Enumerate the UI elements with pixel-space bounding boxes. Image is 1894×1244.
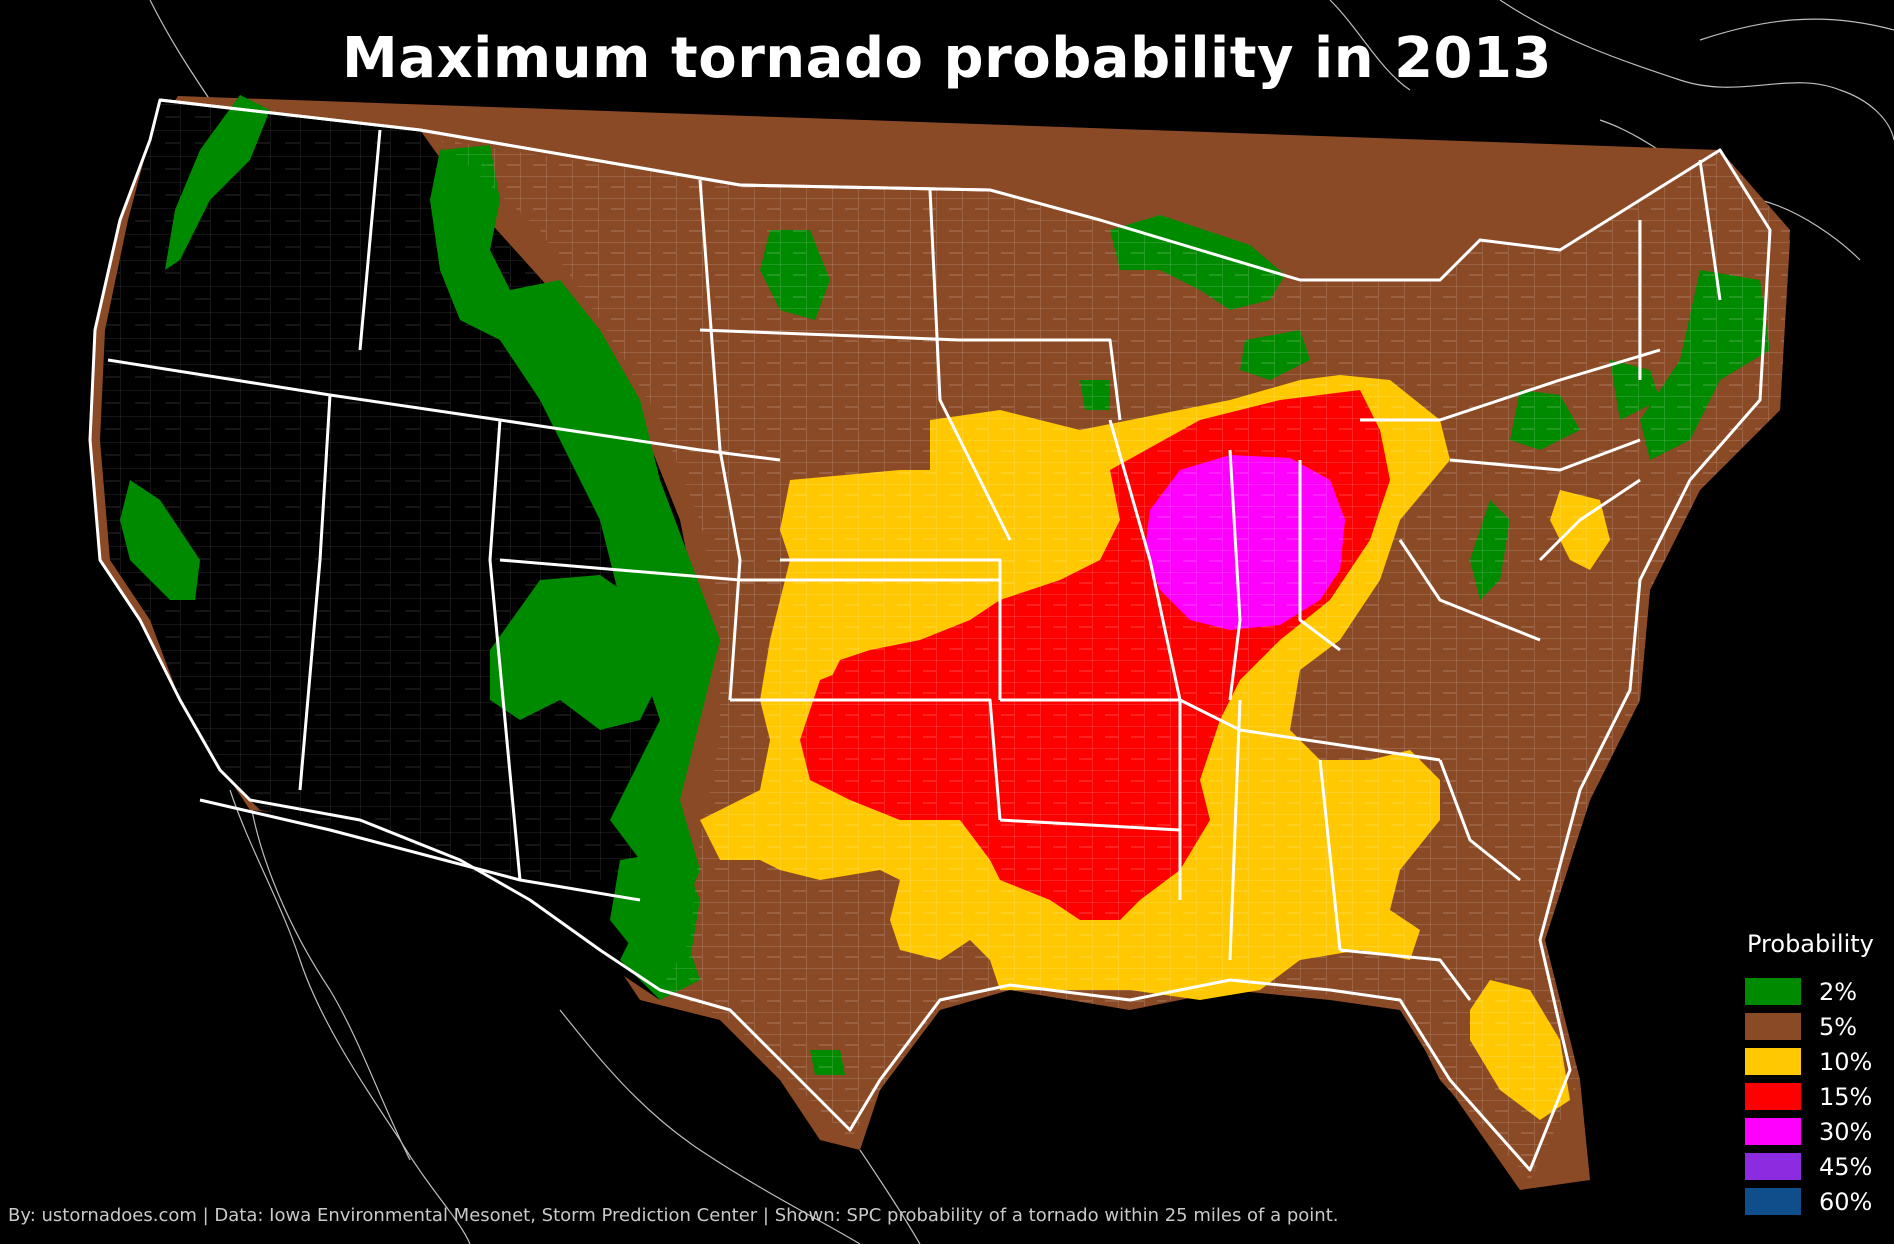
legend: Probability 2% 5% 10% 15% 30% 45% 60% (1745, 930, 1885, 1219)
legend-item-15pct: 15% (1745, 1079, 1885, 1114)
footer-credit: By: ustornadoes.com | Data: Iowa Environ… (8, 1205, 1339, 1226)
page-title: Maximum tornado probability in 2013 (342, 26, 1552, 91)
neighbor-coastlines (149, 0, 1894, 1244)
legend-label: 45% (1819, 1152, 1873, 1181)
legend-label: 5% (1819, 1012, 1858, 1041)
legend-label: 15% (1819, 1082, 1873, 1111)
legend-swatch (1745, 1188, 1801, 1215)
legend-item-45pct: 45% (1745, 1149, 1885, 1184)
legend-item-60pct: 60% (1745, 1184, 1885, 1219)
legend-item-10pct: 10% (1745, 1044, 1885, 1079)
legend-label: 30% (1819, 1117, 1873, 1146)
legend-swatch (1745, 1118, 1801, 1145)
legend-item-5pct: 5% (1745, 1009, 1885, 1044)
legend-swatch (1745, 1048, 1801, 1075)
legend-swatch (1745, 1013, 1801, 1040)
eastern-counties (440, 140, 1790, 1180)
legend-label: 60% (1819, 1187, 1873, 1216)
legend-label: 2% (1819, 977, 1858, 1006)
legend-item-30pct: 30% (1745, 1114, 1885, 1149)
legend-swatch (1745, 1083, 1801, 1110)
legend-label: 10% (1819, 1047, 1873, 1076)
legend-swatch (1745, 1153, 1801, 1180)
legend-title: Probability (1747, 930, 1874, 958)
legend-item-2pct: 2% (1745, 974, 1885, 1009)
us-outline (88, 98, 1772, 1172)
legend-swatch (1745, 978, 1801, 1005)
